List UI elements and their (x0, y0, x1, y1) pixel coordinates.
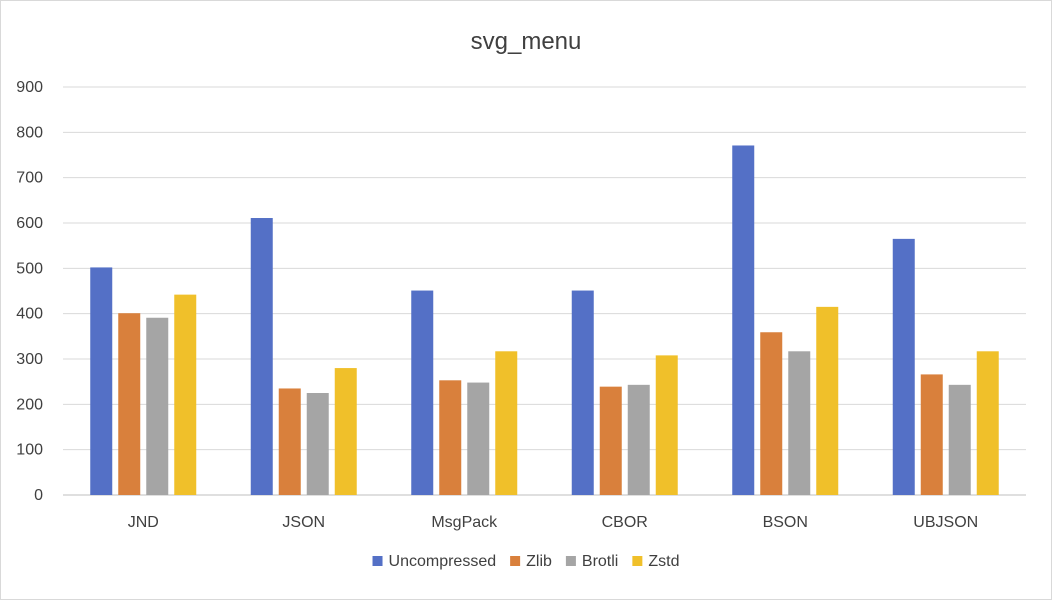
bar-zstd-json (334, 368, 357, 495)
y-tick-label: 900 (16, 79, 43, 96)
category-label: MsgPack (431, 514, 498, 531)
bar-zlib-jnd (118, 313, 141, 495)
legend: Uncompressed Zlib Brotli Zstd (372, 553, 679, 570)
bar-uncompressed-msgpack (411, 290, 434, 495)
chart-title: svg_menu (471, 28, 582, 55)
category-label: UBJSON (913, 514, 978, 531)
bar-zstd-jnd (174, 294, 197, 495)
y-tick-label: 700 (16, 170, 43, 187)
bar-brotli-json (306, 393, 329, 495)
bar-zstd-cbor (655, 355, 678, 495)
y-tick-label: 800 (16, 124, 43, 141)
bar-uncompressed-json (250, 218, 273, 495)
bar-zstd-bson (816, 306, 839, 495)
legend-item-zlib: Zlib (510, 553, 552, 570)
bar-brotli-ubjson (948, 384, 971, 495)
bar-uncompressed-jnd (90, 267, 113, 495)
bar-zlib-bson (760, 332, 783, 495)
y-axis-ticks: 0 100 200 300 400 500 600 700 800 900 (16, 79, 43, 504)
category-label: CBOR (602, 514, 648, 531)
bar-zlib-msgpack (439, 380, 462, 495)
y-tick-label: 0 (34, 487, 43, 504)
legend-item-brotli: Brotli (565, 553, 618, 570)
bar-brotli-jnd (146, 317, 169, 495)
bar-zlib-json (278, 388, 301, 495)
bar-zstd-msgpack (495, 351, 518, 495)
legend-swatch (510, 556, 521, 566)
bar-uncompressed-ubjson (892, 238, 915, 495)
x-axis-categories: JND JSON MsgPack CBOR BSON UBJSON (128, 514, 979, 531)
bar-brotli-msgpack (467, 382, 490, 495)
category-label: JSON (282, 514, 325, 531)
bar-uncompressed-bson (732, 145, 755, 496)
legend-label: Brotli (582, 553, 618, 570)
bar-brotli-bson (788, 351, 811, 495)
gridlines (63, 86, 1026, 496)
legend-swatch (372, 556, 383, 566)
legend-label: Uncompressed (389, 553, 497, 570)
y-tick-label: 200 (16, 396, 43, 413)
y-tick-label: 100 (16, 442, 43, 459)
legend-swatch (632, 556, 643, 566)
y-tick-label: 300 (16, 351, 43, 368)
bar-uncompressed-cbor (571, 290, 594, 495)
legend-label: Zstd (648, 553, 679, 570)
bars (90, 145, 999, 496)
bar-brotli-cbor (627, 384, 650, 495)
category-label: BSON (763, 514, 808, 531)
legend-swatch (565, 556, 576, 566)
legend-item-zstd: Zstd (632, 553, 679, 570)
y-tick-label: 400 (16, 306, 43, 323)
bar-zlib-cbor (599, 386, 622, 495)
bar-zstd-ubjson (976, 351, 999, 495)
y-tick-label: 600 (16, 215, 43, 232)
y-tick-label: 500 (16, 260, 43, 277)
bar-zlib-ubjson (920, 374, 943, 495)
legend-item-uncompressed: Uncompressed (372, 553, 497, 570)
legend-label: Zlib (526, 553, 552, 570)
category-label: JND (128, 514, 159, 531)
